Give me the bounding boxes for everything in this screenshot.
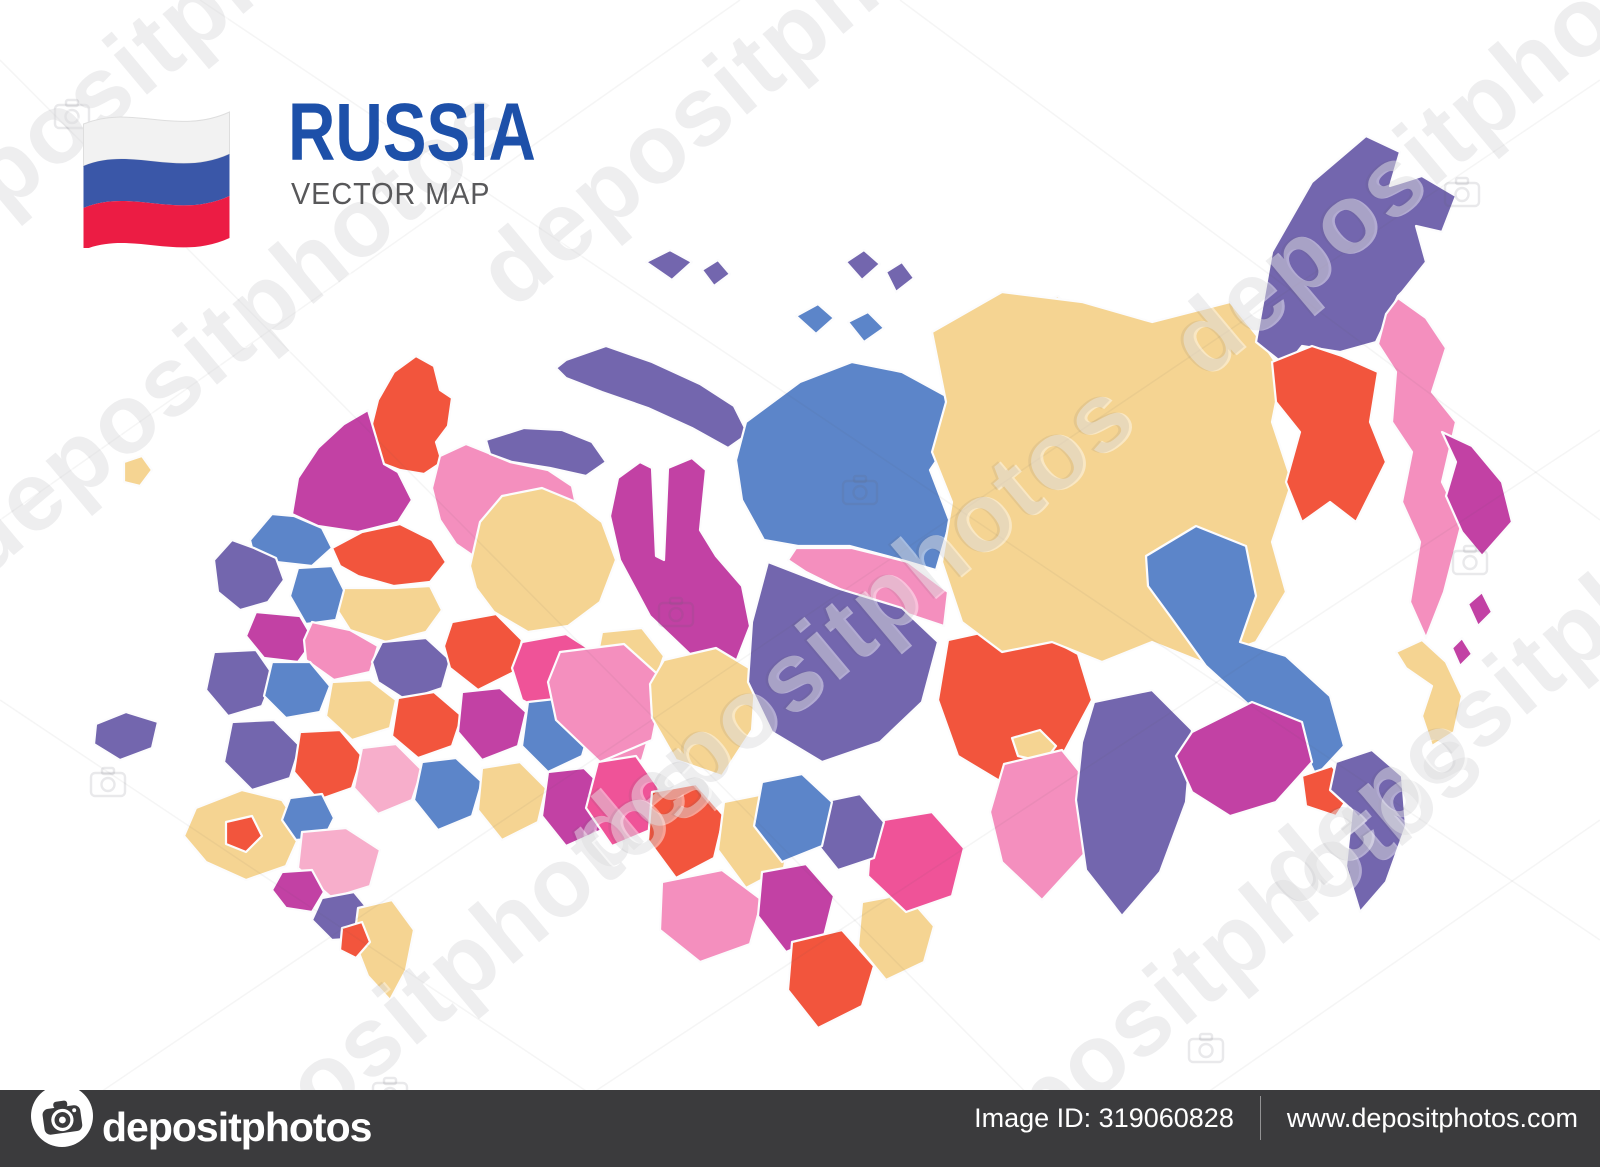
page-title: RUSSIA <box>288 87 536 178</box>
map-region-orenburg <box>476 760 548 842</box>
map-region-kamchatka <box>1376 296 1464 640</box>
map-region-arctic-island-2 <box>846 310 886 344</box>
map-region-buryatia <box>988 748 1098 902</box>
header: RUSSIA VECTOR MAP <box>0 0 620 260</box>
map-region-nenets <box>484 426 608 478</box>
page-subtitle: VECTOR MAP <box>291 176 491 211</box>
map-region-kuril-1 <box>1466 590 1494 628</box>
map-region-yamal <box>608 456 752 664</box>
map-region-altai-rep <box>786 928 876 1030</box>
map-region-tambov <box>390 690 464 760</box>
map-region-arctic-island-1 <box>794 302 836 336</box>
map-region-kaliningrad <box>92 710 160 762</box>
footer-divider <box>1259 1096 1261 1140</box>
footer-meta: Image ID: 319060828 www.depositphotos.co… <box>974 1090 1578 1146</box>
map-region-lipetsk <box>324 678 398 742</box>
map-region-nizhny <box>442 612 524 692</box>
map-region-rostov <box>292 728 364 802</box>
map-region-chechnya <box>338 920 372 960</box>
map-region-baltic-island <box>122 454 154 488</box>
map-region-tver <box>288 564 346 626</box>
map-region-orel <box>262 660 332 720</box>
map-region-murmansk <box>368 354 454 476</box>
map-region-novaya-zemlya <box>554 344 750 450</box>
map-region-tyumen <box>646 782 726 880</box>
map-region-top-island-1 <box>644 248 694 282</box>
map-region-komi <box>468 486 618 634</box>
map-region-krasnoyarsk-south <box>746 560 940 764</box>
map-region-adygea <box>224 814 264 854</box>
map-region-magadan <box>1270 344 1388 524</box>
map-region-khabarovsk <box>1144 524 1346 778</box>
map-region-sev-zemlya-1 <box>844 248 882 282</box>
footer-url-text: www.depositphotos.com <box>1286 1102 1578 1133</box>
map-region-primorsky <box>1328 748 1408 914</box>
map-region-volgograd <box>352 742 424 816</box>
map-region-novgorod <box>330 522 448 588</box>
map-region-sakhalin <box>1394 638 1464 748</box>
map-region-tyva <box>866 810 966 914</box>
map-region-zabaykalsky <box>1074 688 1194 918</box>
map-region-sev-zemlya-2 <box>884 260 916 294</box>
map-region-vologda <box>334 584 444 644</box>
map-region-pskov <box>212 538 286 612</box>
map-region-voronezh <box>222 718 302 792</box>
map-region-saratov <box>412 756 484 832</box>
map-region-moscow <box>302 620 380 682</box>
map-region-tomsk <box>752 772 834 864</box>
map-region-chukotka <box>1254 134 1458 368</box>
map-region-karelia <box>290 408 414 534</box>
map-region-bryansk <box>204 648 276 718</box>
map-region-tyumen-north <box>648 646 758 778</box>
footer-brand-text: depositphotos <box>102 1104 372 1150</box>
map-region-khanty <box>546 642 666 764</box>
footer-bar: depositphotos Image ID: 319060828 www.de… <box>0 1085 1600 1167</box>
image-id-text: Image ID: 319060828 <box>974 1102 1234 1133</box>
map-region-novosibirsk <box>658 868 764 964</box>
map-region-amur <box>1174 700 1314 818</box>
map-region-kuril-2 <box>1450 636 1474 668</box>
map-region-krasnoyarsk <box>734 360 958 572</box>
russia-flag-icon <box>83 111 230 248</box>
map-region-penza <box>456 686 528 762</box>
map-region-koryak <box>1440 430 1514 558</box>
depositphotos-camera-logo-icon <box>31 1085 93 1147</box>
map-region-kbr <box>270 868 326 914</box>
map-region-top-island-2 <box>700 258 732 288</box>
